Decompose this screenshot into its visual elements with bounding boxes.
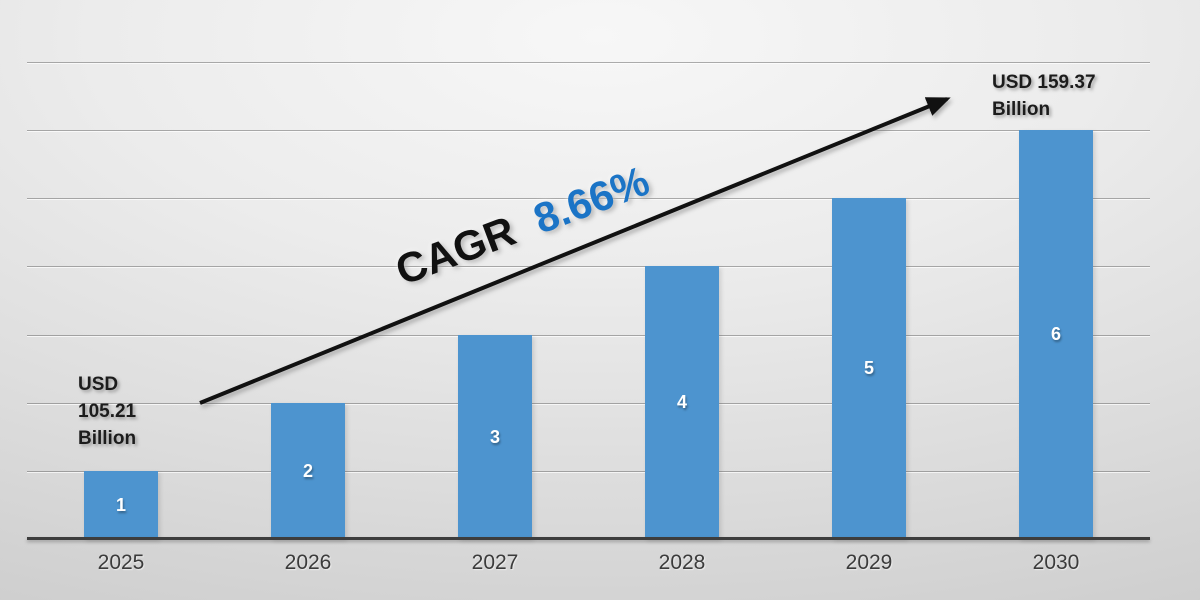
x-axis-line bbox=[27, 537, 1150, 540]
bar-2029: 5 bbox=[832, 198, 906, 539]
gridline bbox=[27, 62, 1150, 63]
gridline bbox=[27, 130, 1150, 131]
bar-value-label: 2 bbox=[302, 460, 313, 481]
x-tick-label: 2030 bbox=[1032, 551, 1080, 574]
annotation-line: USD 159.37 bbox=[992, 72, 1096, 93]
annotation-line: Billion bbox=[992, 99, 1051, 120]
x-tick-label: 2027 bbox=[471, 551, 519, 574]
bar-value-label: 4 bbox=[676, 392, 687, 412]
bar-2030: 6 bbox=[1019, 130, 1093, 539]
x-tick-label: 2026 bbox=[284, 551, 332, 574]
annotation-line: 105.21 bbox=[78, 401, 137, 422]
cagr-value-text: 8.66% bbox=[527, 156, 656, 243]
bar-2028: 4 bbox=[645, 266, 719, 539]
gridline bbox=[27, 335, 1150, 336]
bar-value-label: 5 bbox=[863, 358, 874, 378]
x-tick-label: 2029 bbox=[845, 551, 893, 574]
end-value-annotation: USD 159.37 Billion bbox=[992, 69, 1096, 123]
bar-2027: 3 bbox=[458, 335, 532, 539]
annotation-line: Billion bbox=[78, 428, 137, 449]
gridline bbox=[27, 403, 1150, 404]
cagr-label: CAGR 8.66% bbox=[389, 157, 655, 299]
bar-2026: 2 bbox=[271, 403, 345, 539]
cagr-prefix-text: CAGR bbox=[389, 206, 522, 295]
annotation-line: USD bbox=[78, 374, 119, 395]
gridline bbox=[27, 266, 1150, 267]
gridline bbox=[27, 471, 1150, 472]
start-value-annotation: USD 105.21 Billion bbox=[78, 371, 136, 452]
bar-value-label: 1 bbox=[115, 494, 126, 515]
x-tick-label: 2028 bbox=[658, 551, 706, 574]
bar-value-label: 6 bbox=[1050, 324, 1061, 344]
bar-2025: 1 bbox=[84, 471, 158, 539]
bar-value-label: 3 bbox=[489, 426, 500, 447]
x-tick-label: 2025 bbox=[97, 551, 145, 574]
